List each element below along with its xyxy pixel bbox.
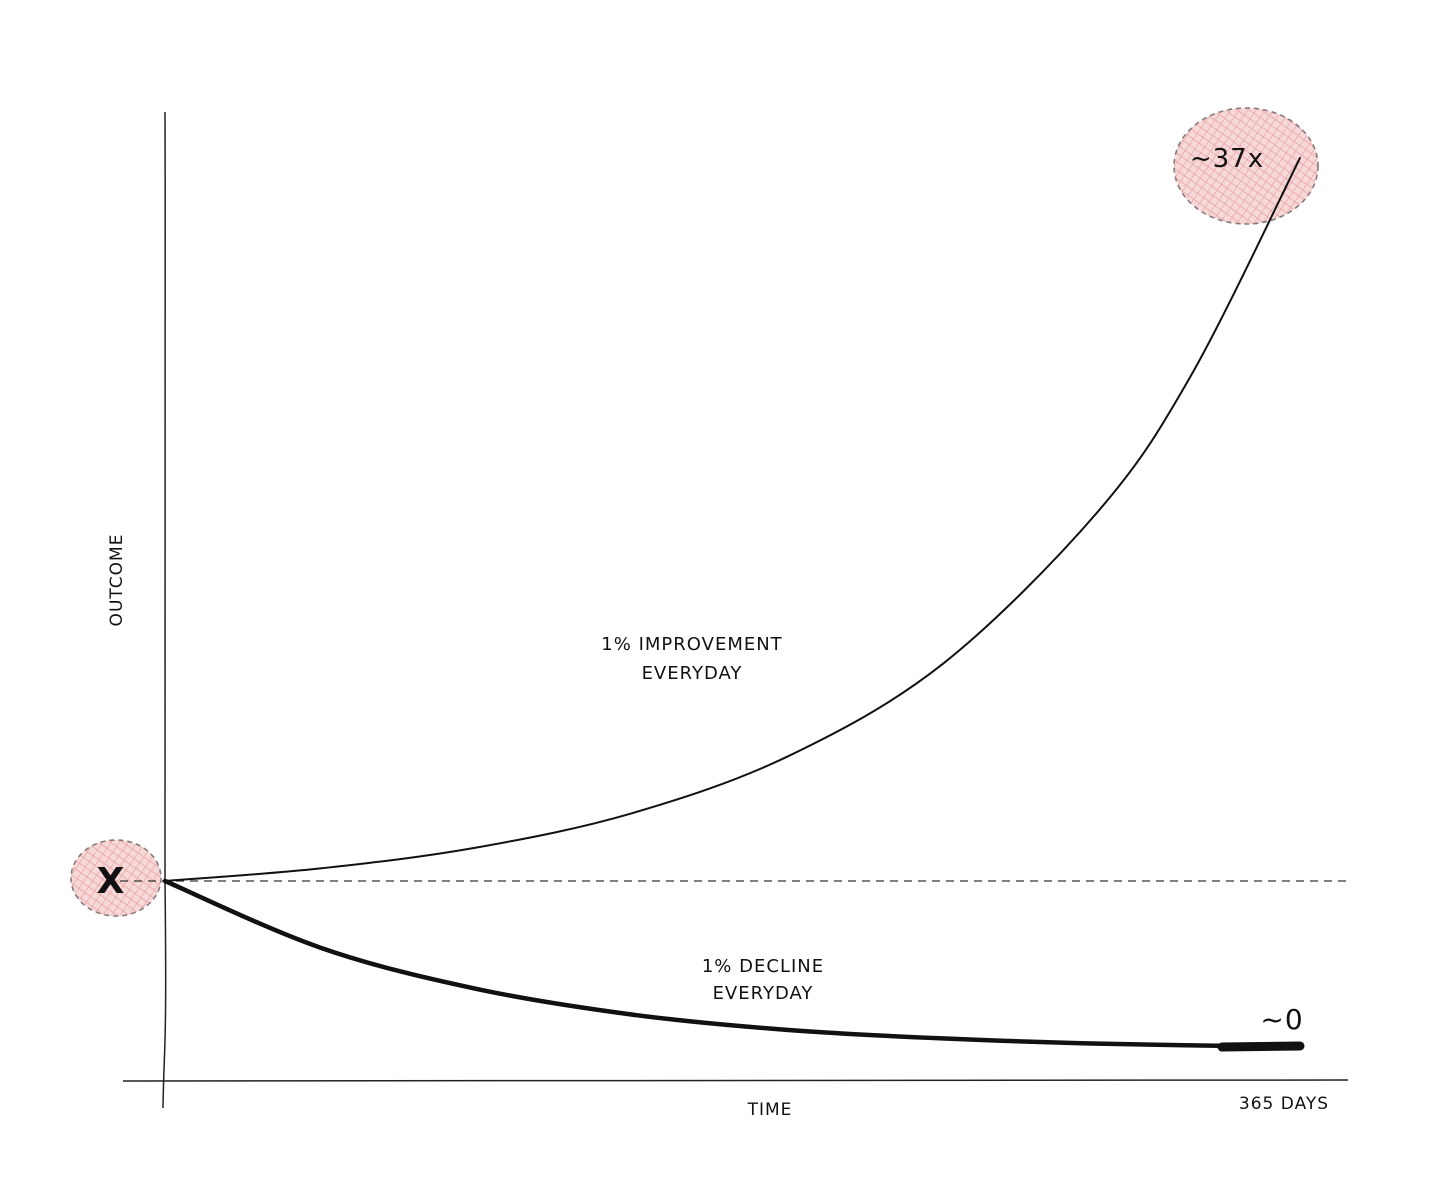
decline-series-label-line2: EVERYDAY — [713, 983, 814, 1004]
y-axis-label: OUTCOME — [107, 534, 127, 627]
y-axis-line — [162, 111, 167, 1109]
start-marker-label: X — [97, 861, 126, 902]
decline-end-label: ~0 — [1260, 1003, 1303, 1036]
x-axis-label: TIME — [747, 1100, 793, 1120]
improvement-series-label-line2: EVERYDAY — [642, 663, 743, 684]
decline-series-label-line1: 1% DECLINE — [702, 956, 824, 977]
x-axis-end-tick-label: 365 DAYS — [1239, 1094, 1329, 1114]
start-highlight-circle — [70, 839, 162, 917]
improvement-series-label-line1: 1% IMPROVEMENT — [601, 634, 782, 655]
x-axis-line — [122, 1079, 1349, 1082]
improvement-end-label: ~37x — [1190, 144, 1264, 174]
improvement-series-line — [164, 157, 1301, 882]
decline-series-end-stroke — [1217, 1041, 1305, 1052]
decline-series-line — [162, 878, 1303, 1050]
